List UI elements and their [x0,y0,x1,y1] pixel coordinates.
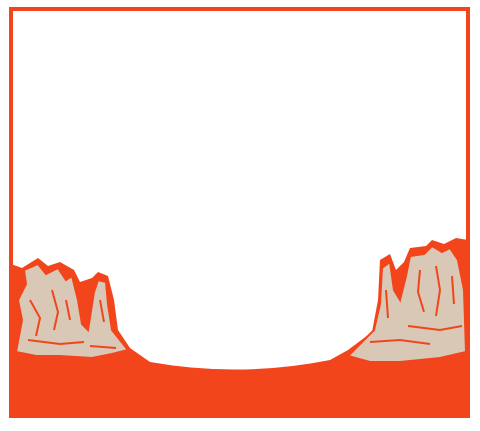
right-butte-cracks [369,265,463,345]
left-butte [14,262,130,360]
left-butte-cracks [27,289,117,349]
ground [11,238,468,416]
